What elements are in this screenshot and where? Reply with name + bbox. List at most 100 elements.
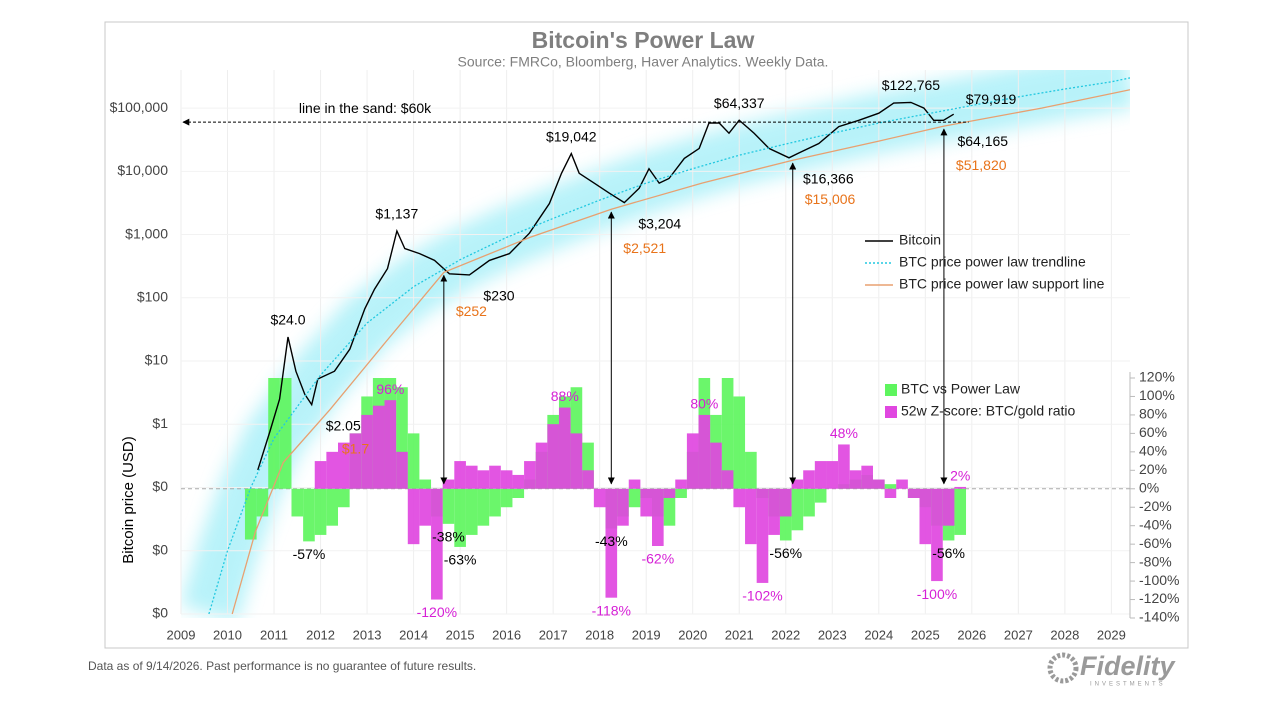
bar [396,387,408,489]
x-tick-label: 2010 [213,627,242,642]
logo: Fidelity INVESTMENTS [1047,651,1176,688]
data-label: $2.05 [326,417,361,433]
bar [535,442,548,489]
bar [256,488,269,517]
y2-tick-label: -120% [1139,590,1179,606]
data-label: $122,765 [882,77,941,93]
bar [733,488,746,508]
legend-label: 52w Z-score: BTC/gold ratio [901,403,1075,419]
price-line [257,101,955,471]
bar [326,488,339,526]
bar [745,488,757,545]
data-label: $24.0 [270,312,305,328]
x-tick-label: 2027 [1004,627,1033,642]
x-tick-label: 2014 [399,627,428,642]
y2-tick-label: -20% [1139,498,1172,514]
y2-tick-label: 80% [1139,406,1167,422]
data-label: $51,820 [956,157,1007,173]
data-label: -57% [293,546,326,562]
data-label: $230 [483,288,514,304]
logo-name: Fidelity [1080,651,1176,681]
trendline [208,77,1130,615]
bar [303,488,315,542]
bar [582,442,594,489]
bar [407,488,420,545]
bar [791,479,804,489]
x-tick-label: 2028 [1050,627,1079,642]
chart-subtitle: Source: FMRCo, Bloomberg, Haver Analytic… [458,54,829,70]
x-tick-label: 2020 [678,627,707,642]
y-tick-label: $0 [152,541,168,557]
legend-swatch [885,384,897,396]
y2-tick-label: -40% [1139,516,1172,532]
data-label: $64,165 [957,133,1008,149]
bar [686,433,699,489]
bar [605,488,618,598]
bar [698,414,711,489]
bar [465,465,478,489]
bar [442,479,455,489]
chart-title: Bitcoin's Power Law [532,27,755,53]
data-label: $64,337 [714,95,765,111]
data-label: 2% [950,468,970,484]
bar [861,465,873,489]
y2-tick-label: 120% [1139,369,1175,385]
bar [652,488,664,546]
x-tick-label: 2013 [353,627,382,642]
data-label: -62% [641,551,674,567]
data-label: -102% [742,588,782,604]
footer-note: Data as of 9/14/2026. Past performance i… [88,659,476,673]
support-line [231,89,1130,615]
y-tick-label: $10,000 [117,162,168,178]
x-tick-label: 2021 [725,627,754,642]
x-tick-label: 2026 [957,627,986,642]
legend-label: BTC price power law support line [899,276,1105,292]
bar [884,488,897,498]
bar [454,461,466,489]
x-tick-label: 2018 [585,627,614,642]
bar [663,488,676,498]
data-label: -56% [932,545,965,561]
legend-label: Bitcoin [899,232,941,248]
bar [512,474,525,489]
data-label: 88% [551,388,579,404]
y-tick-label: $0 [152,478,168,494]
x-tick-label: 2022 [771,627,800,642]
legend-label: BTC vs Power Law [901,381,1021,397]
data-label: -43% [595,533,628,549]
bar [919,488,932,545]
bar [768,488,780,535]
bar [582,470,594,489]
bar [558,407,571,489]
data-label: $3,204 [638,215,681,231]
bar [791,488,804,531]
bar [931,488,943,582]
bar [338,442,350,489]
bar [268,378,280,489]
bar [279,378,292,489]
bar [500,488,513,508]
data-label: -100% [917,586,957,602]
bar [396,451,408,489]
bar [349,433,362,489]
bar [384,400,397,489]
reference-label: line in the sand: $60k [299,100,432,116]
logo-tagline: INVESTMENTS [1090,682,1166,688]
bar [803,488,815,517]
bar [896,479,908,489]
bar [663,488,676,526]
bar [570,433,583,489]
x-tick-label: 2017 [539,627,568,642]
bar [907,488,920,498]
bar [326,451,339,489]
bar [489,488,501,517]
bar [721,470,734,489]
bar [721,378,734,489]
x-tick-label: 2025 [911,627,940,642]
bar [733,396,746,489]
bar [477,470,490,489]
bar [477,488,490,526]
bar [407,433,420,489]
bar [431,488,443,600]
bar [628,479,641,489]
